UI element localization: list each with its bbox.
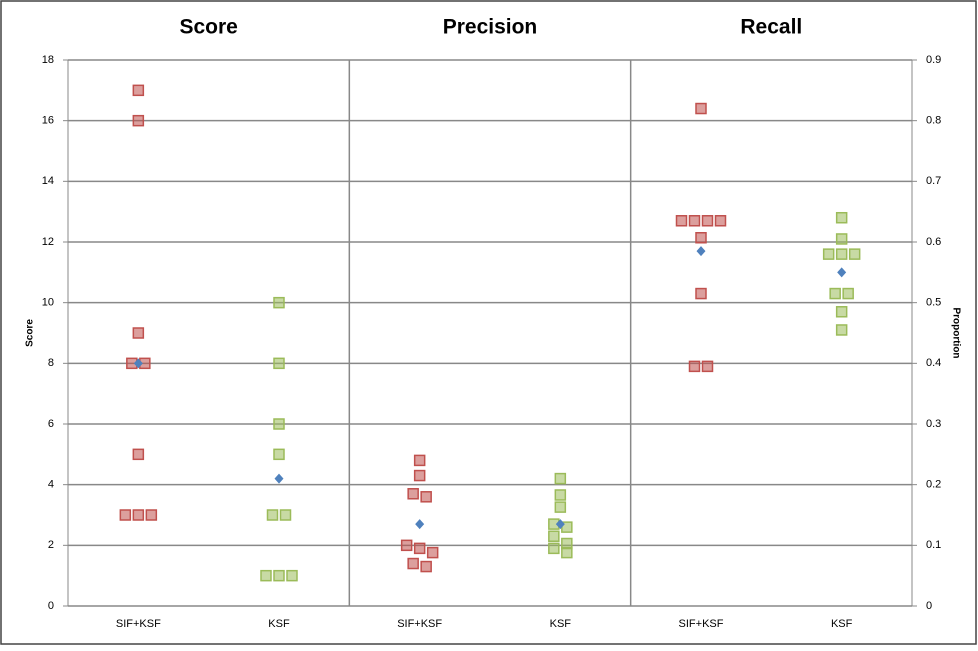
data-point (688, 215, 701, 227)
y2-tick-label: 0.2 (926, 479, 941, 491)
y-tick-label: 0 (48, 600, 54, 612)
data-point (701, 360, 714, 373)
data-point (554, 501, 567, 513)
data-point (695, 287, 707, 300)
data-point (407, 557, 419, 570)
mean-marker (696, 246, 706, 257)
data-point (273, 357, 285, 370)
data-point (145, 509, 158, 521)
data-point (842, 287, 854, 300)
data-point (554, 472, 567, 485)
data-point (695, 102, 707, 115)
data-point (273, 418, 285, 430)
data-point (266, 509, 279, 521)
data-point (400, 539, 413, 552)
data-point (688, 360, 701, 373)
mean-marker (274, 473, 284, 484)
y-tick-label: 4 (48, 479, 54, 491)
data-point (548, 542, 560, 555)
y2-tick-label: 0.4 (926, 357, 941, 369)
data-point (829, 287, 841, 300)
y2-axis-title: Proportion (950, 307, 961, 358)
data-point (426, 546, 439, 559)
data-point (132, 84, 145, 97)
x-tick-label: SIF+KSF (679, 618, 724, 630)
data-point (835, 233, 848, 245)
y2-tick-label: 0.8 (926, 115, 941, 127)
panel-title: Precision (443, 16, 538, 39)
data-point (279, 509, 292, 521)
y2-tick-label: 0.3 (926, 418, 941, 430)
data-point (420, 560, 432, 573)
panel-title: Score (179, 16, 237, 39)
data-point (835, 306, 848, 318)
data-point (132, 448, 145, 461)
y-tick-label: 18 (42, 54, 54, 66)
x-tick-label: KSF (550, 618, 572, 630)
data-point (675, 215, 688, 227)
y2-tick-label: 0 (926, 600, 932, 612)
data-point (413, 469, 426, 482)
y2-tick-label: 0.5 (926, 297, 941, 309)
mean-marker (555, 519, 565, 530)
x-tick-label: KSF (831, 618, 853, 630)
data-point (835, 248, 848, 260)
data-point (413, 542, 426, 555)
data-point (273, 296, 285, 309)
data-point (420, 491, 432, 503)
data-point (132, 327, 145, 339)
y-tick-label: 14 (42, 175, 54, 187)
mean-marker (837, 267, 847, 278)
panel-title: Recall (740, 16, 802, 39)
data-point (554, 489, 567, 501)
mean-marker (133, 358, 143, 369)
x-tick-label: SIF+KSF (397, 618, 442, 630)
data-point (407, 488, 419, 500)
data-point (119, 509, 132, 521)
y-tick-label: 10 (42, 297, 54, 309)
y-tick-label: 12 (42, 236, 54, 248)
data-point (822, 248, 835, 260)
y2-tick-label: 0.7 (926, 175, 941, 187)
y2-tick-label: 0.1 (926, 539, 941, 551)
data-point (273, 569, 285, 582)
y2-tick-label: 0.9 (926, 54, 941, 66)
data-point (132, 509, 145, 521)
y-tick-label: 2 (48, 539, 54, 551)
data-point (132, 114, 145, 127)
y-axis-title: Score (25, 319, 36, 347)
data-point (413, 454, 426, 467)
data-point (835, 211, 848, 224)
y-tick-label: 6 (48, 418, 54, 430)
y-tick-label: 8 (48, 357, 54, 369)
data-point (273, 448, 285, 461)
data-point (260, 569, 272, 582)
data-point (548, 530, 560, 542)
x-tick-label: KSF (268, 618, 290, 630)
y2-tick-label: 0.6 (926, 236, 941, 248)
data-point (701, 215, 714, 227)
mean-marker (415, 519, 425, 530)
data-point (561, 546, 573, 559)
data-point (714, 215, 727, 227)
x-tick-label: SIF+KSF (116, 618, 161, 630)
data-point (848, 248, 861, 260)
data-point (835, 324, 848, 336)
data-point (286, 569, 298, 582)
y-tick-label: 16 (42, 115, 54, 127)
data-point (695, 232, 707, 244)
